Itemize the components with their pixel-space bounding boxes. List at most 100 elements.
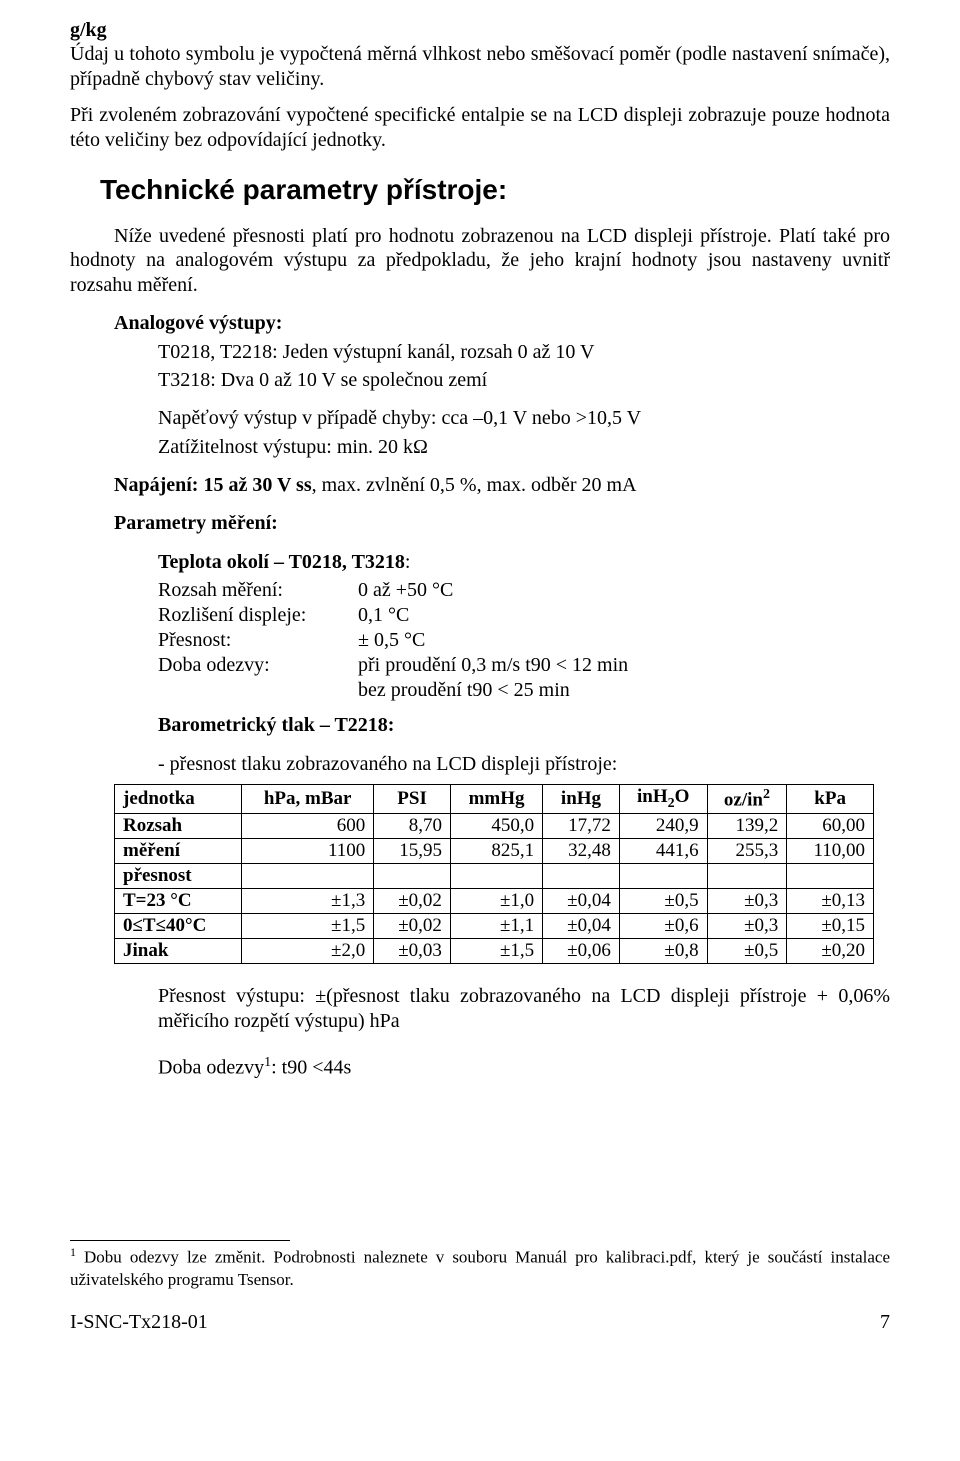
temp-r4-label: Doba odezvy:: [158, 653, 358, 678]
cell: ±0,02: [374, 913, 451, 938]
cell: ±0,04: [543, 913, 620, 938]
table-row: 0≤T≤40°C ±1,5 ±0,02 ±1,1 ±0,04 ±0,6 ±0,3…: [115, 913, 874, 938]
table-row: T=23 °C ±1,3 ±0,02 ±1,0 ±0,04 ±0,5 ±0,3 …: [115, 888, 874, 913]
temp-r3-label: Přesnost:: [158, 628, 358, 653]
cell: 825,1: [450, 838, 542, 863]
cell: 32,48: [543, 838, 620, 863]
baro-title: Barometrický tlak – T2218:: [158, 713, 890, 737]
th-hpa: hPa, mBar: [242, 785, 374, 814]
cell: [707, 863, 787, 888]
temp-row: bez proudění t90 < 25 min: [158, 678, 890, 703]
temp-row: Doba odezvy: při proudění 0,3 m/s t90 < …: [158, 653, 890, 678]
power-suffix: , max. zvlnění 0,5 %, max. odběr 20 mA: [312, 474, 637, 496]
temp-r5-value: bez proudění t90 < 25 min: [358, 678, 890, 703]
cell: ±0,5: [707, 938, 787, 963]
cell: [374, 863, 451, 888]
table-row: měření 1100 15,95 825,1 32,48 441,6 255,…: [115, 838, 874, 863]
cell: 8,70: [374, 813, 451, 838]
table-row: přesnost: [115, 863, 874, 888]
temp-r1-value: 0 až +50 °C: [358, 578, 890, 603]
cell: ±0,3: [707, 888, 787, 913]
temp-title: Teplota okolí – T0218, T3218: [158, 551, 405, 573]
cell: ±1,0: [450, 888, 542, 913]
cell: ±0,20: [787, 938, 874, 963]
power-bold: Napájení: 15 až 30 V ss: [114, 474, 312, 496]
output-accuracy-note: Přesnost výstupu: ±(přesnost tlaku zobra…: [158, 984, 890, 1034]
cell: 441,6: [619, 838, 707, 863]
cell: 240,9: [619, 813, 707, 838]
row-label: T=23 °C: [115, 888, 242, 913]
row-label: Rozsah: [115, 813, 242, 838]
cell: ±0,5: [619, 888, 707, 913]
row-label: 0≤T≤40°C: [115, 913, 242, 938]
cell: 17,72: [543, 813, 620, 838]
page-footer: I-SNC-Tx218-01 7: [70, 1311, 890, 1334]
precision-note: Níže uvedené přesnosti platí pro hodnotu…: [70, 224, 890, 297]
footer-left: I-SNC-Tx218-01: [70, 1311, 208, 1334]
th-inhg: inHg: [543, 785, 620, 814]
cell: 15,95: [374, 838, 451, 863]
cell: [242, 863, 374, 888]
analog-l2: T3218: Dva 0 až 10 V se společnou zemí: [158, 368, 890, 392]
analog-l4: Zatížitelnost výstupu: min. 20 kΩ: [158, 435, 890, 459]
analog-title: Analogové výstupy:: [114, 311, 890, 335]
cell: [787, 863, 874, 888]
cell: 60,00: [787, 813, 874, 838]
temp-r3-value: ± 0,5 °C: [358, 628, 890, 653]
cell: ±1,1: [450, 913, 542, 938]
temp-r4-value: při proudění 0,3 m/s t90 < 12 min: [358, 653, 890, 678]
row-label: měření: [115, 838, 242, 863]
analog-l3: Napěťový výstup v případě chyby: cca –0,…: [158, 406, 890, 430]
power-line: Napájení: 15 až 30 V ss, max. zvlnění 0,…: [114, 473, 890, 497]
cell: 110,00: [787, 838, 874, 863]
row-label: přesnost: [115, 863, 242, 888]
temp-title-line: Teplota okolí – T0218, T3218:: [158, 550, 890, 574]
temp-r2-value: 0,1 °C: [358, 603, 890, 628]
temp-params: Rozsah měření: 0 až +50 °C Rozlišení dis…: [158, 578, 890, 703]
section-heading: Technické parametry přístroje:: [100, 174, 890, 206]
cell: ±2,0: [242, 938, 374, 963]
table-row: Jinak ±2,0 ±0,03 ±1,5 ±0,06 ±0,8 ±0,5 ±0…: [115, 938, 874, 963]
cell: ±0,03: [374, 938, 451, 963]
table-header-row: jednotka hPa, mBar PSI mmHg inHg inH2O o…: [115, 785, 874, 814]
cell: ±0,6: [619, 913, 707, 938]
params-title: Parametry měření:: [114, 511, 890, 535]
footer-page-number: 7: [880, 1311, 890, 1334]
footnote: 1 Dobu odezvy lze změnit. Podrobnosti na…: [70, 1245, 890, 1291]
cell: ±0,3: [707, 913, 787, 938]
temp-colon: :: [405, 551, 411, 573]
temp-row: Přesnost: ± 0,5 °C: [158, 628, 890, 653]
cell: [543, 863, 620, 888]
th-ozin2: oz/in2: [707, 785, 787, 814]
intro-p1-text: Údaj u tohoto symbolu je vypočtená měrná…: [70, 43, 890, 89]
temp-row: Rozsah měření: 0 až +50 °C: [158, 578, 890, 603]
baro-note: - přesnost tlaku zobrazovaného na LCD di…: [158, 752, 890, 776]
temp-r2-label: Rozlišení displeje:: [158, 603, 358, 628]
th-jednotka: jednotka: [115, 785, 242, 814]
cell: ±1,5: [450, 938, 542, 963]
cell: 450,0: [450, 813, 542, 838]
cell: 600: [242, 813, 374, 838]
cell: [619, 863, 707, 888]
intro-p2: Při zvoleném zobrazování vypočtené speci…: [70, 103, 890, 152]
response-time-note: Doba odezvy1: t90 <44s: [158, 1054, 890, 1081]
cell: ±0,13: [787, 888, 874, 913]
temp-row: Rozlišení displeje: 0,1 °C: [158, 603, 890, 628]
analog-l1: T0218, T2218: Jeden výstupní kanál, rozs…: [158, 340, 890, 364]
temp-r1-label: Rozsah měření:: [158, 578, 358, 603]
th-psi: PSI: [374, 785, 451, 814]
cell: 139,2: [707, 813, 787, 838]
th-mmhg: mmHg: [450, 785, 542, 814]
cell: [450, 863, 542, 888]
row-label: Jinak: [115, 938, 242, 963]
accuracy-table: jednotka hPa, mBar PSI mmHg inHg inH2O o…: [114, 784, 874, 964]
footnote-separator: [70, 1240, 290, 1241]
cell: ±0,02: [374, 888, 451, 913]
cell: ±0,8: [619, 938, 707, 963]
cell: ±0,06: [543, 938, 620, 963]
cell: 1100: [242, 838, 374, 863]
cell: ±0,04: [543, 888, 620, 913]
table-row: Rozsah 600 8,70 450,0 17,72 240,9 139,2 …: [115, 813, 874, 838]
cell: 255,3: [707, 838, 787, 863]
gkg-label: g/kg: [70, 19, 107, 41]
